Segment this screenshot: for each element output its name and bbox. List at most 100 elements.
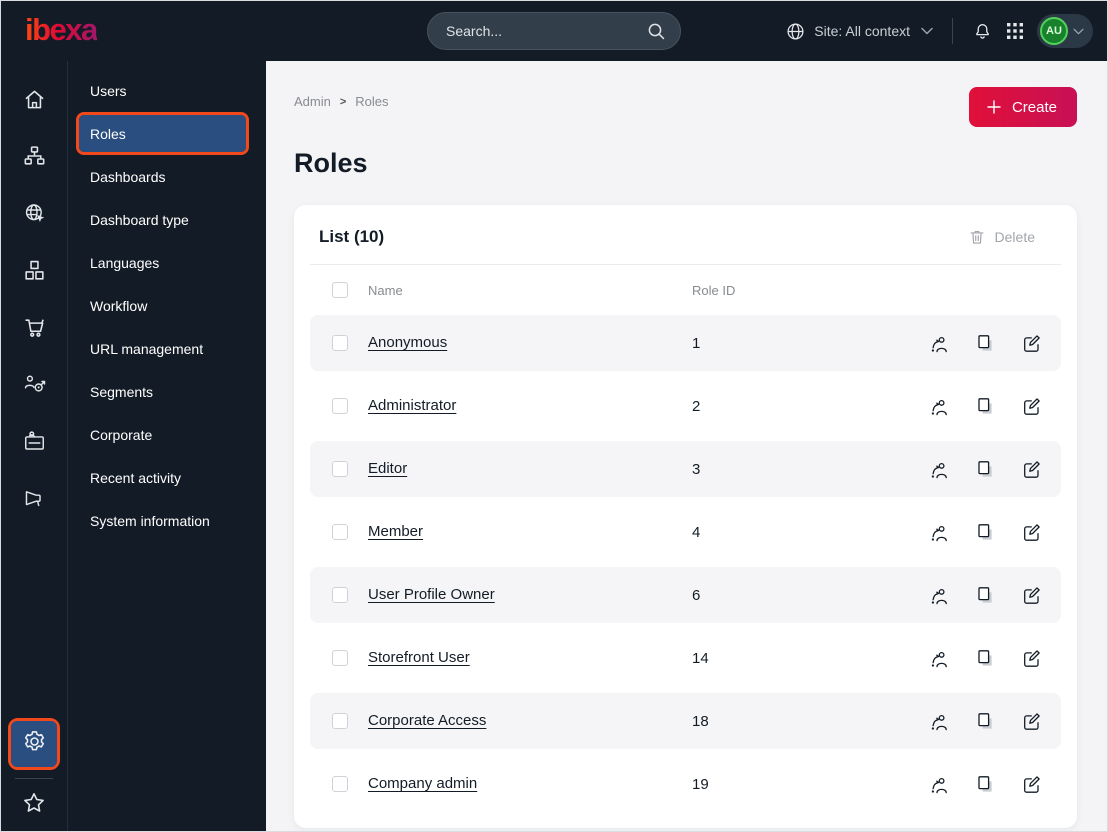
assign-user-icon[interactable] <box>929 522 949 542</box>
assign-user-icon[interactable] <box>929 333 949 353</box>
admin-annotation-highlight <box>8 718 60 770</box>
sidebar-item-users[interactable]: Users <box>90 82 127 99</box>
copy-icon[interactable] <box>975 396 995 416</box>
role-id-value: 4 <box>692 523 701 541</box>
row-actions <box>929 711 1041 731</box>
role-name-link[interactable]: Administrator <box>368 397 457 414</box>
rail-item-marketing[interactable] <box>14 478 54 518</box>
column-header-name: Name <box>368 282 403 298</box>
role-name-link[interactable]: Storefront User <box>368 649 470 666</box>
cart-icon <box>22 315 47 340</box>
sidebar-item-roles[interactable]: Roles <box>79 115 246 152</box>
row-checkbox[interactable] <box>332 524 348 540</box>
edit-icon[interactable] <box>1021 774 1041 794</box>
rail-item-home[interactable] <box>14 79 54 119</box>
rail-item-corporate[interactable] <box>14 421 54 461</box>
row-checkbox[interactable] <box>332 776 348 792</box>
sidebar-item-languages[interactable]: Languages <box>90 254 160 271</box>
assign-user-icon[interactable] <box>929 585 949 605</box>
page-title: Roles <box>294 148 368 178</box>
sidebar-item-recent-activity[interactable]: Recent activity <box>90 469 182 486</box>
copy-icon[interactable] <box>975 774 995 794</box>
row-checkbox[interactable] <box>332 587 348 603</box>
row-actions <box>929 774 1041 794</box>
site-context-selector[interactable]: Site: All context <box>786 22 933 41</box>
create-button-label: Create <box>1011 98 1057 116</box>
edit-icon[interactable] <box>1021 333 1041 353</box>
product-boxes-icon <box>22 258 47 283</box>
role-name-link[interactable]: User Profile Owner <box>368 586 495 603</box>
assign-user-icon[interactable] <box>929 459 949 479</box>
roles-table-body: Anonymous 1 <box>310 315 1061 812</box>
sidebar-icon-rail <box>1 61 68 831</box>
edit-icon[interactable] <box>1021 459 1041 479</box>
rail-divider <box>15 778 53 779</box>
app-grid-icon[interactable] <box>1006 22 1024 40</box>
topbar: ibexa Site: All context <box>1 1 1107 61</box>
site-context-label: Site: All context <box>814 23 910 39</box>
rail-item-products[interactable] <box>14 250 54 290</box>
row-checkbox[interactable] <box>332 461 348 477</box>
select-all-checkbox[interactable] <box>332 282 348 298</box>
row-checkbox[interactable] <box>332 713 348 729</box>
row-checkbox[interactable] <box>332 398 348 414</box>
breadcrumb-admin[interactable]: Admin <box>294 94 331 109</box>
copy-icon[interactable] <box>975 522 995 542</box>
user-menu[interactable]: AU <box>1037 14 1093 48</box>
rail-item-commerce[interactable] <box>14 307 54 347</box>
search-icon[interactable] <box>646 21 666 41</box>
chevron-down-icon <box>921 27 933 35</box>
sidebar-item-system-information[interactable]: System information <box>90 512 210 529</box>
rail-item-admin[interactable] <box>11 721 57 767</box>
copy-icon[interactable] <box>975 711 995 731</box>
role-name-link[interactable]: Anonymous <box>368 334 448 351</box>
rail-item-site[interactable] <box>14 193 54 233</box>
table-row: Member 4 <box>310 504 1061 560</box>
ibexa-logo: ibexa <box>25 11 98 47</box>
sidebar-item-url-management[interactable]: URL management <box>90 340 204 357</box>
sidebar-item-workflow[interactable]: Workflow <box>90 297 148 314</box>
role-id-value: 3 <box>692 460 701 478</box>
sidebar-item-corporate[interactable]: Corporate <box>90 426 153 443</box>
delete-button[interactable]: Delete <box>968 228 1035 246</box>
home-icon <box>22 87 47 112</box>
role-id-value: 18 <box>692 712 709 730</box>
table-row: Administrator 2 <box>310 378 1061 434</box>
copy-icon[interactable] <box>975 459 995 479</box>
edit-icon[interactable] <box>1021 648 1041 668</box>
assign-user-icon[interactable] <box>929 396 949 416</box>
rail-item-personalization[interactable] <box>14 364 54 404</box>
assign-user-icon[interactable] <box>929 774 949 794</box>
edit-icon[interactable] <box>1021 522 1041 542</box>
globe-icon <box>786 22 805 41</box>
assign-user-icon[interactable] <box>929 648 949 668</box>
role-name-link[interactable]: Editor <box>368 460 408 477</box>
table-row: Editor 3 <box>310 441 1061 497</box>
global-search[interactable] <box>427 12 681 50</box>
role-name-link[interactable]: Corporate Access <box>368 712 487 729</box>
edit-icon[interactable] <box>1021 711 1041 731</box>
selected-annotation-highlight: Roles <box>76 112 249 155</box>
notifications-bell-icon[interactable] <box>972 21 993 42</box>
sidebar-item-dashboard-type[interactable]: Dashboard type <box>90 211 189 228</box>
sidebar-item-segments[interactable]: Segments <box>90 383 154 400</box>
row-checkbox[interactable] <box>332 335 348 351</box>
role-name-link[interactable]: Company admin <box>368 775 478 792</box>
role-name-link[interactable]: Member <box>368 523 424 540</box>
panel-divider <box>310 264 1061 265</box>
row-checkbox[interactable] <box>332 650 348 666</box>
create-button[interactable]: Create <box>968 87 1077 127</box>
megaphone-icon <box>22 486 47 511</box>
copy-icon[interactable] <box>975 648 995 668</box>
rail-item-bookmarks[interactable] <box>14 787 54 823</box>
sidebar-item-dashboards[interactable]: Dashboards <box>90 168 166 185</box>
roles-list-panel: List (10) Delete Name Role ID <box>294 205 1077 828</box>
edit-icon[interactable] <box>1021 585 1041 605</box>
rail-item-content[interactable] <box>14 136 54 176</box>
copy-icon[interactable] <box>975 585 995 605</box>
copy-icon[interactable] <box>975 333 995 353</box>
search-input[interactable] <box>428 23 646 39</box>
role-id-value: 19 <box>692 775 709 793</box>
edit-icon[interactable] <box>1021 396 1041 416</box>
assign-user-icon[interactable] <box>929 711 949 731</box>
